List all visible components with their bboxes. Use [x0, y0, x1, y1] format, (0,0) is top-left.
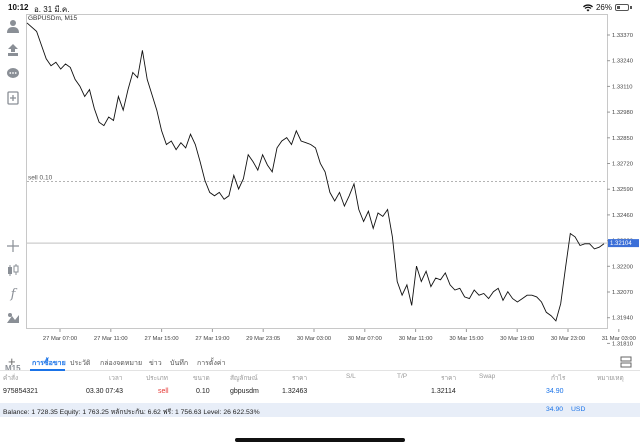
terminal-tabs: + การซื้อขาย ประวัติ กล่องจดหมาย ข่าว บั…: [0, 354, 640, 371]
order-size: 0.10: [196, 388, 210, 395]
timeframe-label[interactable]: M15: [5, 364, 21, 373]
new-order-icon[interactable]: [5, 90, 21, 106]
plot-frame: [26, 14, 608, 329]
status-bar: 10:12 อ. 31 มี.ค. 26%: [0, 0, 640, 14]
x-tick-label: 31 Mar 03:00: [602, 336, 636, 342]
account-currency: USD: [571, 406, 586, 413]
col-time: เวลา: [109, 375, 123, 382]
x-tick-label: 30 Mar 07:00: [348, 336, 382, 342]
account-icon[interactable]: [5, 18, 21, 34]
y-tick-label: 1.32980: [612, 110, 633, 116]
tab-journal[interactable]: บันทึก: [170, 360, 189, 367]
y-tick-label: 1.32460: [612, 213, 633, 219]
y-tick-label: 1.33110: [612, 84, 633, 90]
price-series-line: [26, 22, 605, 322]
order-profit: 34.90: [546, 388, 564, 395]
status-date: อ. 31 มี.ค.: [34, 5, 70, 14]
symbol-label: GBPUSDm, M15: [28, 15, 78, 22]
tab-news[interactable]: ข่าว: [149, 360, 162, 367]
col-current-price: ราคา: [441, 375, 457, 382]
balance-summary: Balance: 1 728.35 Equity: 1 763.25 หลักป…: [3, 409, 260, 416]
col-ticket: คำสั่ง: [3, 375, 19, 382]
x-tick-label: 29 Mar 23:05: [246, 336, 280, 342]
x-tick-label: 27 Mar 11:00: [94, 336, 128, 342]
x-tick-label: 30 Mar 15:00: [449, 336, 483, 342]
chat-icon[interactable]: [5, 66, 21, 82]
battery-percent: 26%: [595, 3, 612, 12]
col-symbol: สัญลักษณ์: [230, 375, 258, 382]
x-axis: 27 Mar 07:00 27 Mar 11:00 27 Mar 15:00 27 M…: [43, 329, 636, 342]
layout-icon[interactable]: [620, 356, 632, 368]
one-click-trade-icon[interactable]: [5, 42, 21, 58]
tab-settings[interactable]: การตั้งค่า: [197, 360, 226, 367]
order-time: 03.30 07:43: [86, 388, 123, 395]
crosshair-icon[interactable]: [5, 238, 21, 254]
tab-mailbox[interactable]: กล่องจดหมาย: [100, 360, 143, 367]
col-sl: S/L: [346, 373, 356, 380]
y-tick-label: 1.31940: [612, 316, 633, 322]
x-tick-label: 30 Mar 11:00: [399, 336, 433, 342]
y-axis: 1.33370 1.33240 1.33110 1.32980 1.32850 1.327…: [607, 33, 633, 347]
battery-tip: [630, 6, 632, 9]
order-current-price: 1.32114: [431, 388, 456, 395]
total-profit: 34.90: [546, 406, 564, 413]
chart-toolbar: f M15: [0, 14, 26, 373]
x-tick-label: 30 Mar 19:00: [500, 336, 534, 342]
status-right: 26%: [582, 3, 632, 12]
col-profit: กำไร: [551, 375, 566, 382]
tab-history[interactable]: ประวัติ: [70, 360, 91, 367]
x-tick-label: 30 Mar 03:00: [297, 336, 331, 342]
y-tick-label: 1.33240: [612, 59, 633, 65]
order-price: 1.32463: [282, 388, 308, 395]
x-tick-label: 30 Mar 23:00: [551, 336, 585, 342]
order-ticket: 975854321: [3, 388, 39, 395]
status-time: 10:12: [8, 3, 29, 12]
battery-fill: [617, 6, 620, 9]
col-tp: T/P: [397, 373, 408, 380]
y-tick-label: 1.32720: [612, 162, 633, 168]
price-chart[interactable]: 1.33370 1.33240 1.33110 1.32980 1.32850 1.327…: [26, 14, 640, 352]
order-symbol: gbpusdm: [230, 388, 259, 395]
x-tick-label: 27 Mar 07:00: [43, 336, 77, 342]
battery-icon: [615, 4, 629, 11]
home-indicator[interactable]: [235, 438, 405, 442]
objects-icon[interactable]: [5, 310, 21, 326]
col-size: ขนาด: [193, 375, 210, 382]
sell-line-label: sell 0.10: [28, 175, 53, 182]
y-tick-label: 1.31810: [612, 341, 633, 347]
wifi-icon: [582, 3, 593, 11]
y-tick-label: 1.32850: [612, 136, 633, 142]
balance-bar: Balance: 1 728.35 Equity: 1 763.25 หลักป…: [0, 403, 640, 417]
orders-table-header: คำสั่ง เวลา ประเภท ขนาด สัญลักษณ์ ราคา S…: [0, 373, 640, 387]
indicators-icon[interactable]: f: [10, 286, 16, 302]
tab-trade[interactable]: การซื้อขาย: [32, 360, 66, 367]
col-swap: Swap: [479, 373, 496, 380]
y-tick-label: 1.32070: [612, 290, 633, 296]
current-price-box: [608, 239, 639, 248]
y-tick-label: 1.32200: [612, 264, 633, 270]
order-row[interactable]: 975854321 03.30 07:43 sell 0.10 gbpusdm …: [0, 388, 640, 402]
y-tick-label: 1.32590: [612, 187, 633, 193]
current-price-text: 1.32104: [610, 241, 632, 247]
x-tick-label: 27 Mar 19:00: [195, 336, 229, 342]
y-tick-label: 1.33370: [612, 33, 633, 39]
chart-svg[interactable]: 1.33370 1.33240 1.33110 1.32980 1.32850 1.327…: [26, 14, 640, 352]
active-tab-indicator: [30, 369, 65, 371]
candles-icon[interactable]: [5, 262, 21, 278]
col-price: ราคา: [292, 375, 308, 382]
order-type: sell: [158, 388, 169, 395]
add-icon[interactable]: +: [8, 354, 16, 369]
col-type: ประเภท: [146, 375, 168, 382]
x-tick-label: 27 Mar 15:00: [145, 336, 179, 342]
col-comment: หมายเหตุ: [597, 375, 624, 382]
